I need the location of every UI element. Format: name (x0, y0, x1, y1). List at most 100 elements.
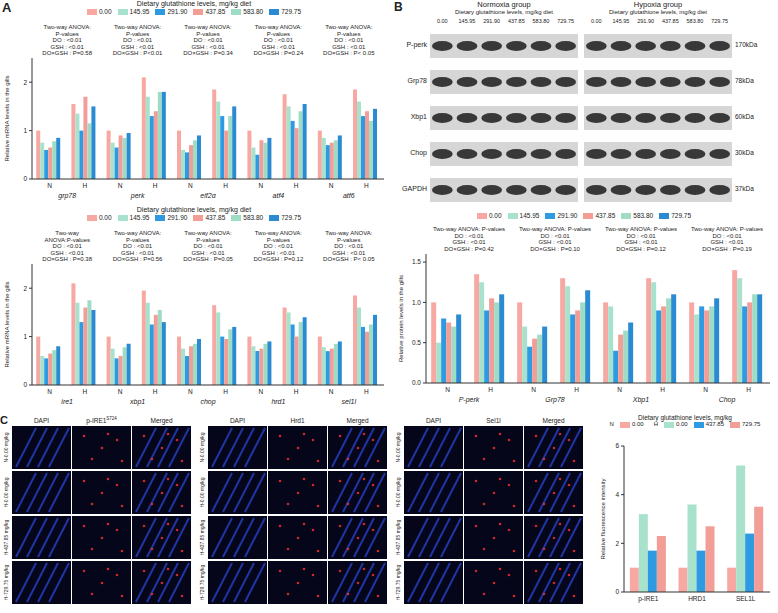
html-text:Normoxia group: Normoxia group (477, 0, 531, 9)
svg-text:H-729.75 mg/kg: H-729.75 mg/kg (3, 564, 9, 600)
svg-text:N: N (258, 182, 263, 189)
html-text:145.95: 145.95 (129, 8, 150, 15)
svg-text:Relative fluorescence intensit: Relative fluorescence intensity (600, 478, 606, 559)
html-text:DO : <0.01: DO : <0.01 (52, 37, 82, 44)
html-text:437.85: 437.85 (205, 8, 226, 15)
svg-text:atf6: atf6 (343, 192, 355, 199)
svg-text:grp78: grp78 (58, 192, 76, 200)
svg-text:H-437.85 mg/kg: H-437.85 mg/kg (3, 519, 9, 555)
html-text:729.75: 729.75 (281, 8, 301, 15)
svg-text:H: H (364, 182, 369, 189)
svg-text:H-729.75 mg/kg: H-729.75 mg/kg (199, 564, 205, 600)
svg-text:eif2α: eif2α (200, 192, 216, 199)
svg-text:H-0.00 mg/kg: H-0.00 mg/kg (3, 477, 9, 507)
svg-text:Hrd1: Hrd1 (290, 417, 304, 424)
svg-text:xbp1: xbp1 (129, 398, 145, 406)
svg-text:0: 0 (615, 588, 619, 595)
svg-text:H: H (488, 386, 493, 393)
svg-text:H: H (153, 388, 158, 395)
svg-text:ire1: ire1 (61, 398, 73, 405)
svg-text:0: 0 (23, 381, 27, 388)
svg-text:Grp78: Grp78 (545, 396, 565, 404)
svg-text:Chop: Chop (719, 396, 736, 404)
svg-text:N: N (47, 388, 52, 395)
svg-text:H: H (82, 388, 87, 395)
svg-text:N: N (329, 388, 334, 395)
svg-text:hrd1: hrd1 (271, 398, 285, 405)
svg-text:Merged: Merged (542, 417, 564, 425)
svg-text:N: N (188, 182, 193, 189)
svg-text:0.0: 0.0 (412, 379, 421, 386)
svg-text:1: 1 (23, 333, 27, 340)
svg-text:H-0.00 mg/kg: H-0.00 mg/kg (199, 477, 205, 507)
svg-text:H: H (223, 388, 228, 395)
svg-text:1.0: 1.0 (412, 299, 421, 306)
html-text:P-values: P-values (55, 30, 79, 37)
svg-text:H: H (153, 182, 158, 189)
svg-text:H: H (223, 182, 228, 189)
svg-text:p-IRE1: p-IRE1 (638, 595, 659, 603)
html-text:Hypoxia group: Hypoxia group (633, 0, 683, 9)
svg-text:H: H (364, 388, 369, 395)
svg-text:DAPI: DAPI (230, 417, 245, 424)
svg-text:N: N (531, 386, 536, 393)
svg-text:DAPI: DAPI (34, 417, 49, 424)
svg-text:N-0.00 mg/kg: N-0.00 mg/kg (3, 432, 9, 462)
html-text:C: C (0, 414, 8, 426)
svg-text:4: 4 (615, 491, 619, 498)
svg-text:H: H (574, 386, 579, 393)
html-text:B: B (394, 0, 403, 14)
svg-text:H-729.75 mg/kg: H-729.75 mg/kg (395, 564, 401, 600)
svg-text:DAPI: DAPI (426, 417, 441, 424)
svg-text:atf4: atf4 (273, 192, 285, 199)
html-text:A: A (2, 0, 12, 15)
svg-text:2: 2 (615, 540, 619, 547)
svg-text:Relative mRNA levels in the gi: Relative mRNA levels in the gills (4, 281, 10, 367)
svg-text:P-perk: P-perk (459, 396, 480, 404)
svg-text:N: N (329, 182, 334, 189)
svg-text:p-IRE1S724: p-IRE1S724 (86, 416, 117, 425)
svg-text:H: H (746, 386, 751, 393)
html-text:Dietary glutathione levels, mg: Dietary glutathione levels, mg/kg diet (136, 0, 252, 7)
svg-text:Xbp1: Xbp1 (632, 396, 649, 404)
svg-text:H-0.00 mg/kg: H-0.00 mg/kg (395, 477, 401, 507)
svg-text:N: N (258, 388, 263, 395)
svg-text:N: N (118, 182, 123, 189)
svg-text:sel1l: sel1l (342, 398, 357, 405)
svg-text:N-0.00 mg/kg: N-0.00 mg/kg (395, 432, 401, 462)
html-text:GSH : <0.01: GSH : <0.01 (50, 43, 84, 50)
svg-text:chop: chop (200, 398, 215, 406)
svg-text:1.5: 1.5 (412, 258, 421, 265)
svg-text:0: 0 (23, 175, 27, 182)
svg-text:2: 2 (23, 79, 27, 86)
svg-text:SEL1L: SEL1L (736, 595, 756, 602)
svg-text:H: H (82, 182, 87, 189)
svg-text:N: N (188, 388, 193, 395)
svg-text:H: H (294, 388, 299, 395)
svg-text:Merged: Merged (150, 417, 172, 425)
svg-text:N: N (445, 386, 450, 393)
html-text:583.80: 583.80 (243, 8, 264, 15)
svg-text:N: N (703, 386, 708, 393)
svg-text:N: N (47, 182, 52, 189)
svg-text:2: 2 (23, 285, 27, 292)
html-text:291.90: 291.90 (167, 8, 188, 15)
svg-text:1: 1 (23, 127, 27, 134)
svg-text:Relative mRNA levels in the gi: Relative mRNA levels in the gills (4, 75, 10, 161)
html-text:DO×GSH : P=0.58: DO×GSH : P=0.58 (42, 50, 92, 57)
svg-text:H: H (294, 182, 299, 189)
svg-text:perk: perk (130, 192, 145, 200)
svg-text:H-437.85 mg/kg: H-437.85 mg/kg (199, 519, 205, 555)
svg-text:Relative protein levels in the: Relative protein levels in the gills (398, 275, 404, 362)
svg-text:H-437.85 mg/kg: H-437.85 mg/kg (395, 519, 401, 555)
svg-text:N: N (617, 386, 622, 393)
svg-text:N-0.00 mg/kg: N-0.00 mg/kg (199, 432, 205, 462)
svg-text:HRD1: HRD1 (688, 595, 706, 602)
html-text:0.00: 0.00 (98, 8, 112, 15)
svg-text:6: 6 (615, 442, 619, 449)
svg-text:Sel1l: Sel1l (486, 417, 501, 424)
svg-text:N: N (118, 388, 123, 395)
svg-text:H: H (660, 386, 665, 393)
svg-text:Merged: Merged (346, 417, 368, 425)
svg-text:0.5: 0.5 (412, 339, 421, 346)
